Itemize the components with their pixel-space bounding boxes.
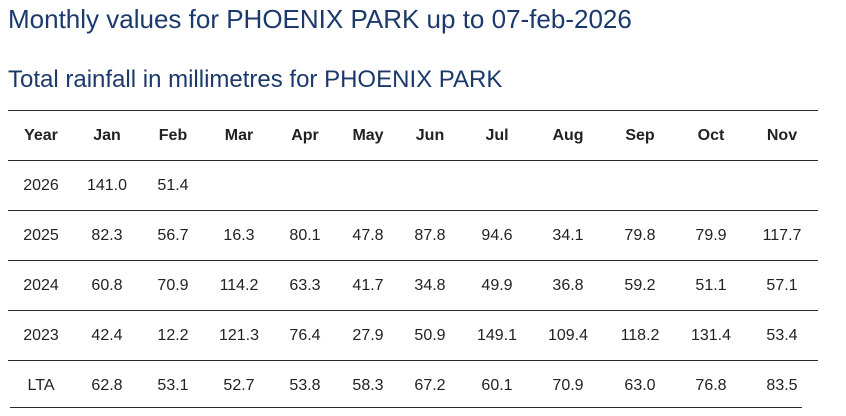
table-row: 2026 141.0 51.4 [8, 160, 818, 211]
table-cell: 2023 [8, 310, 74, 361]
column-header: Jan [74, 110, 140, 161]
table-row: 2025 82.3 56.7 16.3 80.1 47.8 87.8 94.6 … [8, 210, 818, 261]
column-header: Mar [206, 110, 272, 161]
table-cell: 94.6 [462, 210, 532, 261]
table-cell [604, 160, 676, 211]
table-cell: 51.4 [140, 160, 206, 211]
table-cell: 52.7 [223, 376, 255, 394]
table-cell [338, 160, 398, 211]
table-cell [272, 160, 338, 211]
table-cell: 36.8 [532, 260, 604, 311]
table-bottom-divider [10, 407, 802, 408]
table-cell: 56.7 [140, 210, 206, 261]
table-row: 2023 42.4 12.2 121.3 76.4 27.9 50.9 149.… [8, 310, 818, 361]
column-header: Aug [532, 110, 604, 161]
section-title: Total rainfall in millimetres for PHOENI… [8, 66, 503, 93]
table-cell: 49.9 [462, 260, 532, 311]
column-header: May [338, 110, 398, 161]
rainfall-table: Year Jan Feb Mar Apr May Jun Jul Aug Sep… [8, 110, 818, 410]
table-cell: 114.2 [206, 260, 272, 311]
table-cell: 27.9 [338, 310, 398, 361]
table-cell: 79.8 [604, 210, 676, 261]
table-cell: 58.3 [352, 376, 384, 394]
table-cell: 2025 [8, 210, 74, 261]
table-cell: 41.7 [338, 260, 398, 311]
table-row-lta: LTA 62.8 53.1 52.7 53.8 58.3 67.2 60.1 7… [8, 361, 818, 411]
table-cell: 141.0 [74, 160, 140, 211]
table-cell: 79.9 [676, 210, 746, 261]
table-cell: 76.4 [272, 310, 338, 361]
table-cell: 117.7 [746, 210, 818, 261]
table-cell: 50.9 [398, 310, 462, 361]
table-cell: 63.3 [272, 260, 338, 311]
table-cell: 63.0 [624, 376, 656, 394]
column-header: Nov [746, 110, 818, 161]
rainfall-table-container: Year Jan Feb Mar Apr May Jun Jul Aug Sep… [8, 110, 818, 410]
table-cell [462, 160, 532, 211]
table-cell [746, 160, 818, 211]
column-header: Jun [398, 110, 462, 161]
table-cell: 60.1 [481, 376, 513, 394]
column-header: Year [8, 110, 74, 161]
table-cell [532, 160, 604, 211]
table-cell: 70.9 [140, 260, 206, 311]
column-header: Sep [604, 110, 676, 161]
table-cell: 2024 [8, 260, 74, 311]
table-cell: 53.1 [157, 376, 189, 394]
table-cell: 34.1 [532, 210, 604, 261]
table-cell: 118.2 [604, 310, 676, 361]
table-cell: 2026 [8, 160, 74, 211]
table-cell: 131.4 [676, 310, 746, 361]
table-row: 2024 60.8 70.9 114.2 63.3 41.7 34.8 49.9… [8, 260, 818, 311]
table-cell: 42.4 [74, 310, 140, 361]
column-header: Feb [140, 110, 206, 161]
table-cell: 60.8 [74, 260, 140, 311]
table-cell: 12.2 [140, 310, 206, 361]
table-cell: 70.9 [552, 376, 584, 394]
table-cell: 149.1 [462, 310, 532, 361]
table-cell: 67.2 [414, 376, 446, 394]
table-cell: 109.4 [532, 310, 604, 361]
table-header-row: Year Jan Feb Mar Apr May Jun Jul Aug Sep… [8, 110, 818, 161]
table-cell [676, 160, 746, 211]
column-header: Oct [676, 110, 746, 161]
table-cell: 51.1 [676, 260, 746, 311]
table-cell: 59.2 [604, 260, 676, 311]
column-header: Apr [272, 110, 338, 161]
column-header: Jul [462, 110, 532, 161]
table-cell: 47.8 [338, 210, 398, 261]
page-title: Monthly values for PHOENIX PARK up to 07… [8, 4, 632, 34]
table-cell: 62.8 [91, 376, 123, 394]
table-cell [206, 160, 272, 211]
table-cell: 16.3 [206, 210, 272, 261]
table-cell: 53.8 [289, 376, 321, 394]
table-cell: LTA [27, 376, 55, 394]
table-cell: 34.8 [398, 260, 462, 311]
table-cell: 87.8 [398, 210, 462, 261]
table-cell: 83.5 [766, 376, 798, 394]
table-cell: 121.3 [206, 310, 272, 361]
table-cell [398, 160, 462, 211]
table-cell: 76.8 [695, 376, 727, 394]
table-cell: 57.1 [746, 260, 818, 311]
table-cell: 82.3 [74, 210, 140, 261]
table-cell: 53.4 [746, 310, 818, 361]
table-cell: 80.1 [272, 210, 338, 261]
